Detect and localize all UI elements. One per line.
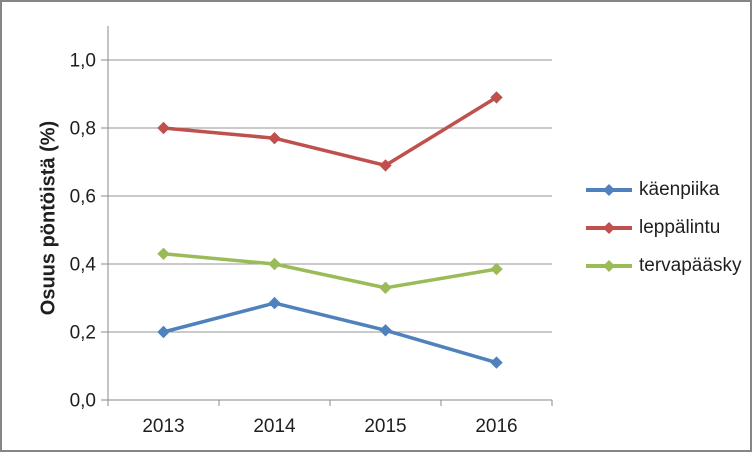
legend: käenpiika leppälintu tervapääsky xyxy=(585,178,741,278)
x-tick-label: 2016 xyxy=(475,416,517,437)
x-tick-label: 2013 xyxy=(142,416,184,437)
y-tick-label: 0,6 xyxy=(70,187,96,208)
data-point-käenpiika-2014 xyxy=(268,296,281,310)
legend-item-käenpiika: käenpiika xyxy=(585,178,741,202)
data-point-käenpiika-2015 xyxy=(379,324,392,337)
y-tick-label: 0,0 xyxy=(70,391,96,412)
series-line-käenpiika xyxy=(163,301,497,365)
data-point-leppälintu-2015 xyxy=(379,159,392,172)
legend-item-tervapääsky: tervapääsky xyxy=(585,254,741,278)
legend-label: leppälintu xyxy=(639,217,721,238)
data-point-tervapääsky-2015 xyxy=(379,281,392,294)
y-tick-label: 0,2 xyxy=(70,323,96,344)
legend-item-leppälintu: leppälintu xyxy=(585,216,741,240)
data-point-käenpiika-2016 xyxy=(490,356,503,369)
data-point-leppälintu-2013 xyxy=(157,121,170,135)
series-line-leppälintu xyxy=(163,95,498,168)
series-line-tervapääsky xyxy=(163,252,497,290)
y-tick-label: 0,4 xyxy=(70,255,97,276)
legend-marker-icon xyxy=(586,222,632,234)
data-point-tervapääsky-2013 xyxy=(157,247,170,260)
data-point-käenpiika-2013 xyxy=(157,325,170,339)
legend-marker-icon xyxy=(586,184,632,196)
legend-label: tervapääsky xyxy=(639,255,742,276)
data-point-tervapääsky-2014 xyxy=(268,257,281,271)
y-tick-label: 0,8 xyxy=(70,119,96,140)
x-tick-label: 2014 xyxy=(253,416,296,437)
y-axis-title: Osuus pöntöistä (%) xyxy=(37,120,60,316)
data-point-tervapääsky-2016 xyxy=(490,262,503,276)
data-point-leppälintu-2014 xyxy=(268,132,281,145)
x-tick-label: 2015 xyxy=(364,416,406,437)
y-tick-label: 1,0 xyxy=(70,51,96,72)
legend-label: käenpiika xyxy=(639,179,720,200)
data-point-leppälintu-2016 xyxy=(490,91,503,104)
legend-marker-icon xyxy=(586,260,632,272)
